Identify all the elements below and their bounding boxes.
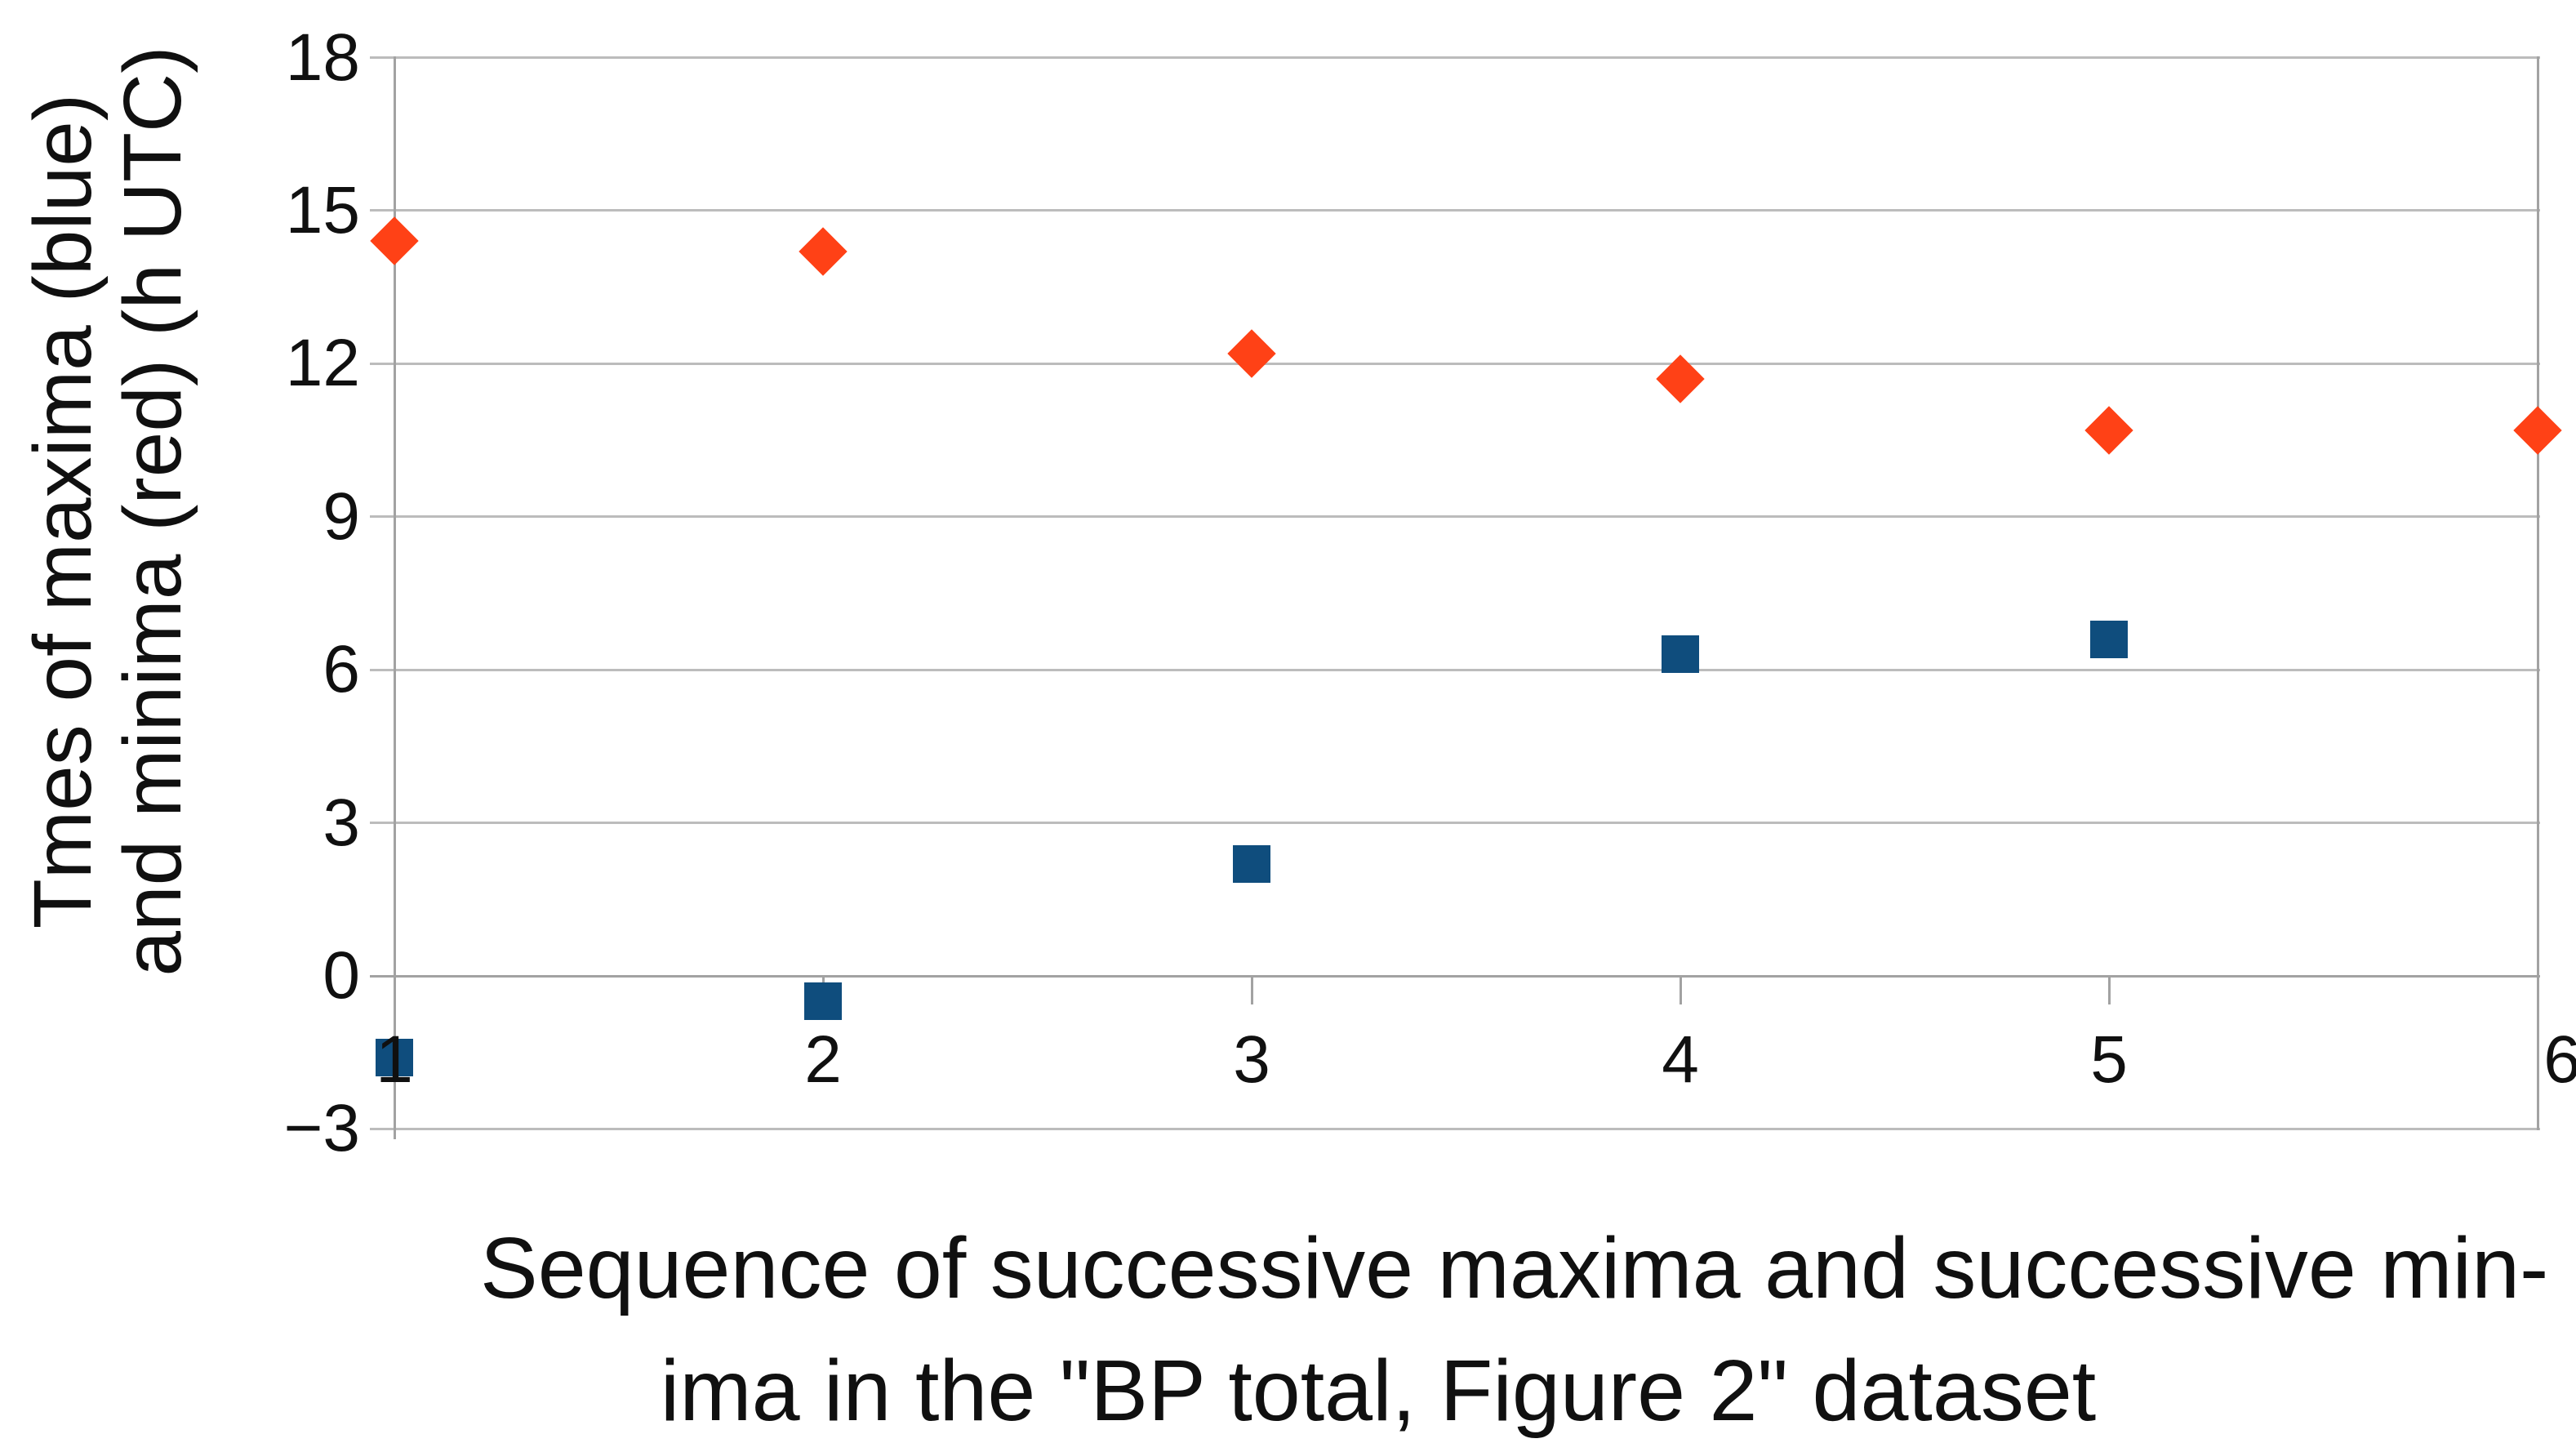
y-tick-label-3: 3 <box>323 785 360 860</box>
y-tick-label-15: 15 <box>285 172 360 247</box>
y-tick-label-9: 9 <box>323 479 360 554</box>
x-axis-title-line2: ima in the "BP total, Figure 2" dataset <box>660 1343 2097 1439</box>
x-tick-6 <box>2536 976 2539 1004</box>
y-tick-label-18: 18 <box>285 20 360 95</box>
x-tick-label-4: 4 <box>1662 1022 1699 1097</box>
data-point-minima-x2 <box>799 227 848 276</box>
x-tick-5 <box>2107 976 2111 1004</box>
x-axis-title: Sequence of successive maxima and succes… <box>480 1207 2549 1452</box>
y-tick-label-6: 6 <box>323 632 360 707</box>
y-gridline-6 <box>370 668 2540 671</box>
y-gridline-18 <box>370 56 2540 60</box>
data-point-maxima-x2 <box>804 982 842 1021</box>
y-gridline-15 <box>370 209 2540 212</box>
data-point-maxima-x3 <box>1233 844 1270 883</box>
x-axis-line <box>370 974 2540 978</box>
data-point-maxima-x4 <box>1662 635 1699 674</box>
y-gridline-9 <box>370 515 2540 519</box>
x-tick-label-1: 1 <box>376 1022 413 1097</box>
x-tick-4 <box>1679 976 1682 1004</box>
data-point-minima-x5 <box>2084 405 2133 455</box>
y-axis-title-line2: and minima (red) (h UTC) <box>107 46 198 977</box>
x-axis-title-line1: Sequence of successive maxima and succes… <box>480 1220 2549 1316</box>
y-axis-title-line1: Tmes of maxima (blue) <box>17 93 109 929</box>
x-tick-1 <box>393 976 396 1004</box>
y-gridline-12 <box>370 362 2540 365</box>
data-point-minima-x1 <box>370 216 419 266</box>
y-tick-label-−3: −3 <box>283 1091 361 1166</box>
data-point-minima-x3 <box>1227 329 1276 378</box>
plot-right-border <box>2536 56 2539 1131</box>
x-tick-label-2: 2 <box>804 1022 842 1097</box>
y-tick-label-0: 0 <box>323 938 360 1013</box>
x-tick-label-5: 5 <box>2090 1022 2128 1097</box>
data-point-minima-x6 <box>2513 405 2562 455</box>
y-gridline-−3 <box>370 1127 2540 1130</box>
y-gridline-3 <box>370 822 2540 825</box>
y-axis-title: Tmes of maxima (blue) and minima (red) (… <box>17 21 198 1001</box>
data-point-maxima-x5 <box>2090 620 2128 658</box>
x-tick-label-3: 3 <box>1233 1022 1270 1097</box>
y-axis-line <box>393 56 396 1139</box>
x-tick-label-6: 6 <box>2543 1022 2576 1097</box>
x-tick-3 <box>1250 976 1253 1004</box>
data-point-maxima-x1 <box>376 1038 413 1076</box>
y-tick-label-12: 12 <box>285 326 360 401</box>
